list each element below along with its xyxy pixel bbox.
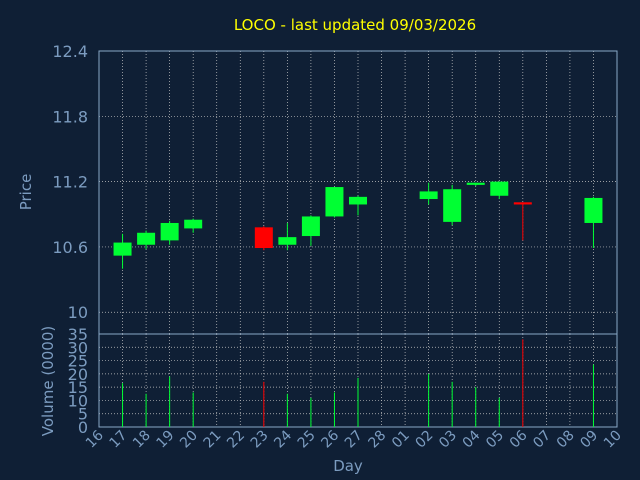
price-axis-ticks: 10 10.6 11.2 11.8 12.4 xyxy=(52,42,88,322)
x-tick-label: 07 xyxy=(530,428,554,452)
price-tick-label: 10 xyxy=(68,303,88,322)
candle-body xyxy=(325,187,344,217)
volume-tick-label: 0 xyxy=(78,418,88,437)
candle-body xyxy=(490,181,509,196)
price-tick-label: 11.2 xyxy=(52,173,88,192)
x-tick-label: 04 xyxy=(460,427,484,451)
x-tick-label: 27 xyxy=(342,428,366,452)
candle-body xyxy=(443,189,462,222)
x-tick-label: 10 xyxy=(601,428,625,452)
x-tick-label: 03 xyxy=(436,428,460,452)
volume-tick-label: 5 xyxy=(78,405,88,424)
candle-body xyxy=(278,237,297,245)
x-axis-label: Day xyxy=(333,457,363,475)
candle-body xyxy=(466,182,485,185)
x-tick-label: 18 xyxy=(130,428,154,452)
candle-body xyxy=(301,216,320,237)
x-tick-label: 19 xyxy=(154,428,178,452)
x-tick-label: 06 xyxy=(507,427,531,451)
x-tick-label: 24 xyxy=(271,427,295,451)
price-tick-label: 12.4 xyxy=(52,42,88,61)
candle-body xyxy=(349,196,367,205)
x-tick-label: 17 xyxy=(106,428,130,452)
x-tick-label: 23 xyxy=(248,428,272,452)
x-tick-label: 25 xyxy=(295,428,319,452)
x-axis-ticks: 16 17 18 19 20 21 22 23 24 25 26 27 28 01 02 03 04 05 06 07… xyxy=(83,427,625,451)
x-tick-label: 20 xyxy=(177,428,201,452)
candlesticks xyxy=(113,181,603,269)
x-tick-label: 05 xyxy=(483,428,507,452)
x-tick-label: 28 xyxy=(365,428,389,452)
candle-body xyxy=(254,227,273,249)
x-tick-label: 21 xyxy=(201,428,225,452)
x-tick-label: 22 xyxy=(224,428,248,452)
candle-body xyxy=(419,191,438,200)
volume-tick-label: 15 xyxy=(68,378,88,397)
price-tick-label: 11.8 xyxy=(52,107,88,126)
volume-axis-label: Volume (0000) xyxy=(39,326,57,436)
price-axis-label: Price xyxy=(17,174,35,211)
candle-body xyxy=(184,219,203,229)
candle-body xyxy=(513,202,532,205)
candle-body xyxy=(113,242,132,256)
x-tick-label: 01 xyxy=(389,428,413,452)
candle-body xyxy=(160,222,179,241)
x-tick-label: 26 xyxy=(318,427,342,451)
candle-body xyxy=(137,232,156,245)
x-tick-label: 02 xyxy=(413,428,437,452)
volume-tick-label: 25 xyxy=(68,352,88,371)
volume-tick-label: 10 xyxy=(68,391,88,410)
x-tick-label: 09 xyxy=(577,428,601,452)
price-gridlines xyxy=(99,51,617,334)
price-tick-label: 10.6 xyxy=(52,238,88,257)
volume-tick-label: 35 xyxy=(68,325,88,344)
volume-bars xyxy=(122,339,594,427)
candle-body xyxy=(584,197,603,223)
chart-title: LOCO - last updated 09/03/2026 xyxy=(234,16,476,34)
x-tick-label: 08 xyxy=(554,428,578,452)
volume-tick-label: 20 xyxy=(68,365,88,384)
volume-tick-label: 30 xyxy=(68,338,88,357)
